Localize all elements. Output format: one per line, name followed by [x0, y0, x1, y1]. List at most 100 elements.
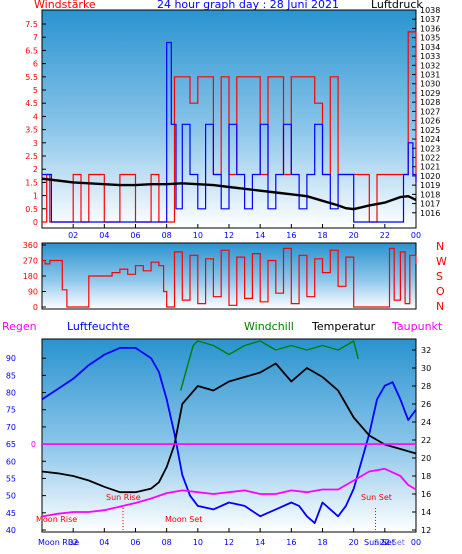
humidity-tick-label: 85	[6, 371, 16, 380]
humidity-tick-label: 60	[6, 457, 16, 466]
moon-set-label: Moon Set	[165, 515, 202, 524]
right-tick-label: 1028	[420, 98, 440, 107]
right-tick-label: 1020	[420, 172, 440, 181]
sun-set-label: Sun Set	[361, 493, 392, 502]
x-tick-label: 00	[411, 538, 421, 547]
windstaerke-axis-label: Windstärke	[34, 0, 96, 11]
series-windchill	[180, 340, 359, 391]
left-tick-label: 2	[33, 165, 38, 174]
right-tick-label: 1038	[420, 6, 440, 15]
right-tick-label: 1035	[420, 34, 440, 43]
left-tick-label: 7	[33, 33, 38, 42]
x-tick-label: 08	[162, 231, 172, 240]
compass-letter: N	[436, 300, 444, 313]
x-tick-label: 14	[255, 231, 265, 240]
humidity-tick-label: 50	[6, 492, 16, 501]
x-tick-label: 10	[193, 538, 203, 547]
temperature-tick-label: 30	[421, 364, 431, 373]
left-tick-label: 0.5	[25, 205, 38, 214]
x-tick-label: 16	[286, 538, 296, 547]
right-tick-label: 1021	[420, 163, 440, 172]
x-tick-label: 16	[286, 231, 296, 240]
right-tick-label: 1025	[420, 126, 440, 135]
temperature-tick-label: 16	[421, 490, 431, 499]
left-tick-label: 5.5	[25, 73, 38, 82]
series-windrichtung	[42, 247, 417, 308]
right-tick-label: 1032	[420, 61, 440, 70]
right-tick-label: 1023	[420, 144, 440, 153]
direction-tick-label: 360	[23, 241, 38, 250]
right-tick-label: 1031	[420, 71, 440, 80]
humidity-tick-label: 40	[6, 526, 16, 535]
humidity-tick-label: 75	[6, 406, 16, 415]
x-tick-label: 08	[162, 538, 172, 547]
moon-rise-label: Moon Rise	[36, 515, 77, 524]
x-tick-label: 06	[130, 538, 140, 547]
x-tick-label: 02	[68, 231, 78, 240]
humidity-tick-label: 90	[6, 354, 16, 363]
taupunkt-label: Taupunkt	[391, 320, 443, 333]
x-tick-label: 20	[349, 538, 359, 547]
direction-tick-label: 90	[28, 288, 38, 297]
compass-letter: W	[436, 255, 447, 268]
left-tick-label: 4.5	[25, 99, 38, 108]
temp-humidity-plot-area	[41, 338, 417, 533]
humidity-tick-label: 80	[6, 389, 16, 398]
series-temperatur	[41, 362, 417, 494]
sun-rise-label: Sun Rise	[106, 493, 141, 502]
compass-letter: N	[436, 240, 444, 253]
left-tick-label: 4	[33, 112, 38, 121]
x-tick-label: 04	[99, 538, 109, 547]
right-tick-label: 1029	[420, 89, 440, 98]
x-tick-label: 02	[68, 538, 78, 547]
x-tick-label: 18	[317, 538, 327, 547]
right-tick-label: 1016	[420, 209, 440, 218]
regen-label: Regen	[2, 320, 37, 333]
right-tick-label: 1018	[420, 190, 440, 199]
left-tick-label: 1	[33, 192, 38, 201]
right-tick-label: 1030	[420, 80, 440, 89]
x-tick-label: 20	[349, 231, 359, 240]
x-tick-label: 10	[193, 231, 203, 240]
left-tick-label: 6.5	[25, 46, 38, 55]
left-tick-label: 6	[33, 60, 38, 69]
left-tick-label: 7.5	[25, 20, 38, 29]
right-tick-label: 1026	[420, 117, 440, 126]
series-ben	[42, 41, 417, 223]
luftfeuchte-label: Luftfeuchte	[67, 320, 130, 333]
right-tick-label: 1019	[420, 181, 440, 190]
bottom-moon-rise-label: Moon Rise	[38, 538, 79, 547]
temperature-tick-label: 14	[421, 508, 431, 517]
x-tick-label: 00	[411, 231, 421, 240]
x-tick-label: 22	[380, 538, 390, 547]
x-tick-label: 22	[380, 231, 390, 240]
series-luftfeuchte	[41, 347, 417, 524]
temperature-tick-label: 26	[421, 400, 431, 409]
x-tick-label: 04	[99, 231, 109, 240]
right-tick-label: 1022	[420, 153, 440, 162]
rain-zero-label: 0	[31, 440, 36, 449]
humidity-tick-label: 55	[6, 474, 16, 483]
series-luftdruck	[41, 177, 417, 211]
right-tick-label: 1024	[420, 135, 440, 144]
temperature-tick-label: 32	[421, 346, 431, 355]
compass-letter: S	[436, 270, 443, 283]
temperature-tick-label: 12	[421, 526, 431, 535]
right-tick-label: 1036	[420, 24, 440, 33]
x-tick-label: 18	[317, 231, 327, 240]
bottom-sun-set-label-overlap: Sun Set	[374, 538, 405, 547]
temperature-tick-label: 20	[421, 454, 431, 463]
temperature-tick-label: 18	[421, 472, 431, 481]
x-tick-label: 14	[255, 538, 265, 547]
bottom-sun-set-label: Sun Set	[364, 538, 395, 547]
left-tick-label: 3	[33, 139, 38, 148]
direction-tick-label: 270	[23, 257, 38, 266]
left-tick-label: 0	[33, 218, 38, 227]
right-tick-label: 1033	[420, 52, 440, 61]
left-tick-label: 1.5	[25, 178, 38, 187]
luftdruck-axis-label: Luftdruck	[371, 0, 423, 11]
series-taupunkt	[41, 467, 417, 518]
temperature-tick-label: 22	[421, 436, 431, 445]
